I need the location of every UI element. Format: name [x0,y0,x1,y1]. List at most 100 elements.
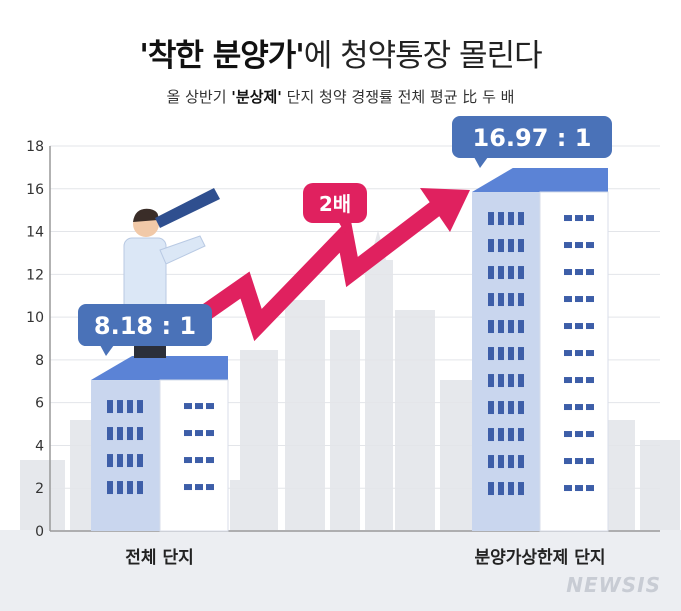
window [488,293,494,307]
y-tick-label: 14 [26,225,44,241]
y-tick-label: 2 [35,481,44,497]
value-label: 16.97 : 1 [452,116,612,169]
window [498,374,504,388]
value-labels: 8.18 : 1 16.97 : 1 [78,116,612,357]
window [586,404,594,411]
bar-building [91,356,229,532]
window [575,458,583,465]
window [508,401,514,415]
window [117,400,123,414]
value-label-text: 16.97 : 1 [473,124,592,152]
window [575,485,583,492]
window [137,454,143,468]
skyline-building [330,330,360,545]
window [206,457,214,464]
window [498,455,504,469]
window [488,374,494,388]
window [586,431,594,438]
window [184,430,192,437]
window [498,320,504,334]
window [498,401,504,415]
buildings [91,168,609,532]
window [508,266,514,280]
window [586,269,594,276]
category-labels: 전체 단지 분양가상한제 단지 [125,548,605,568]
page-subtitle: 올 상반기 '분상제' 단지 청약 경쟁률 전체 평균 比 두 배 [0,86,681,107]
window [107,454,113,468]
telescope [155,188,220,228]
window [117,454,123,468]
arrow-head [420,188,470,232]
window [137,400,143,414]
bar-building [472,168,609,532]
window [564,215,572,222]
window [137,427,143,441]
window [184,457,192,464]
value-label-pointer [474,157,488,169]
annotation-bg [303,183,367,223]
building-left-face [91,380,160,531]
window [508,293,514,307]
window [564,242,572,249]
window [488,239,494,253]
window [575,323,583,330]
window [586,350,594,357]
window [518,455,524,469]
page-title: '착한 분양가'에 청약통장 몰린다 [0,30,681,75]
title-rest: 에 청약통장 몰린다 [303,38,543,74]
skyline-building [285,300,325,545]
window [564,296,572,303]
window [107,427,113,441]
window [498,347,504,361]
window [195,430,203,437]
window [564,458,572,465]
y-tick-label: 6 [35,396,44,412]
window [206,484,214,491]
window [518,239,524,253]
building-right-face [539,191,609,532]
window [127,481,133,495]
skyline-building [640,440,680,545]
window [564,350,572,357]
y-tick-label: 0 [35,524,44,540]
window [586,458,594,465]
window [117,427,123,441]
value-label-bg [452,116,612,159]
y-tick-label: 16 [26,182,44,198]
annotation-pointer [338,221,352,233]
window [508,455,514,469]
window [498,482,504,496]
building-right-face [159,379,229,532]
window [117,481,123,495]
y-tick-label: 8 [35,353,44,369]
window [518,212,524,226]
window [488,212,494,226]
window [518,401,524,415]
window [575,215,583,222]
window [488,266,494,280]
window [586,296,594,303]
window [195,484,203,491]
value-label-pointer [100,345,114,357]
window [586,215,594,222]
growth-arrow: 2배 [190,183,470,342]
x-category-label: 분양가상한제 단지 [474,548,605,568]
y-tick-label: 10 [26,310,44,326]
window [575,296,583,303]
subtitle-emphasis: '분상제' [231,88,282,106]
window [575,242,583,249]
window [564,323,572,330]
skyline-building [395,310,435,545]
window [195,457,203,464]
window [518,347,524,361]
window [575,404,583,411]
person-hair [133,208,159,222]
window [508,239,514,253]
y-tick-label: 18 [26,139,44,155]
value-label-text: 8.18 : 1 [94,312,196,340]
x-category-label: 전체 단지 [125,548,193,568]
window [518,266,524,280]
window [498,293,504,307]
window [488,428,494,442]
